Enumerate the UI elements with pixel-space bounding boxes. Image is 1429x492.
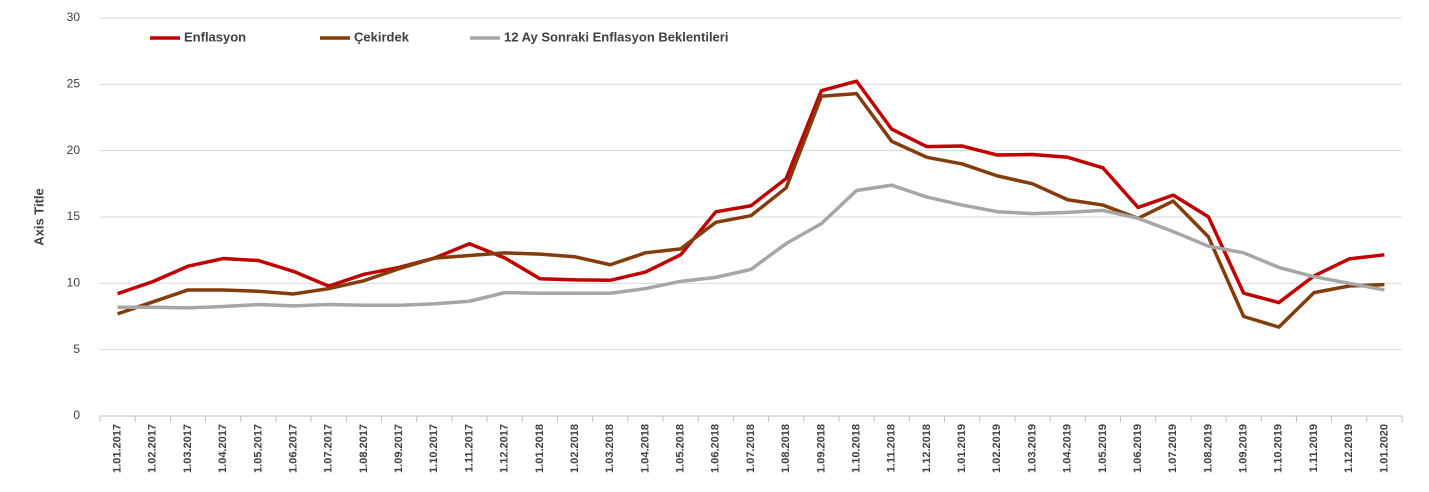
x-tick-label: 1.05.2019 (1097, 424, 1109, 473)
x-tick-label: 1.01.2019 (956, 424, 968, 473)
x-tick-label: 1.07.2019 (1167, 424, 1179, 473)
x-tick-label: 1.02.2019 (991, 424, 1003, 473)
x-tick-label: 1.08.2018 (780, 424, 792, 473)
y-tick-label: 0 (73, 408, 80, 422)
x-tick-label: 1.11.2017 (463, 424, 475, 472)
y-tick-label: 30 (67, 10, 81, 24)
x-tick-label: 1.10.2018 (850, 424, 862, 473)
x-tick-label: 1.05.2018 (675, 424, 687, 473)
x-tick-label: 1.01.2018 (534, 424, 546, 473)
x-tick-label: 1.03.2018 (604, 424, 616, 473)
y-tick-label: 20 (67, 143, 81, 157)
x-tick-label: 1.10.2017 (428, 424, 440, 473)
x-tick-label: 1.07.2018 (745, 424, 757, 473)
x-tick-label: 1.01.2017 (112, 424, 124, 473)
legend-label: 12 Ay Sonraki Enflasyon Beklentileri (504, 29, 728, 44)
x-tick-label: 1.04.2019 (1062, 424, 1074, 473)
series-line (117, 79, 1385, 305)
x-tick-label: 1.04.2017 (217, 424, 229, 473)
x-tick-label: 1.09.2018 (815, 424, 827, 473)
legend-label: Enflasyon (184, 29, 246, 44)
x-tick-label: 1.06.2019 (1132, 424, 1144, 473)
y-axis-title: Axis Title (31, 188, 46, 246)
x-tick-label: 1.11.2018 (886, 424, 898, 472)
x-tick-label: 1.12.2019 (1343, 424, 1355, 473)
x-tick-label: 1.06.2017 (287, 424, 299, 473)
x-tick-label: 1.04.2018 (639, 424, 651, 473)
x-tick-label: 1.08.2019 (1202, 424, 1214, 473)
x-tick-label: 1.01.2020 (1378, 424, 1390, 473)
x-tick-label: 1.11.2019 (1308, 424, 1320, 472)
x-tick-label: 1.12.2017 (499, 424, 511, 473)
x-tick-label: 1.03.2017 (182, 424, 194, 473)
x-tick-label: 1.12.2018 (921, 424, 933, 473)
series-line (117, 183, 1385, 310)
x-tick-label: 1.03.2019 (1026, 424, 1038, 473)
x-tick-label: 1.02.2018 (569, 424, 581, 473)
legend-label: Çekirdek (354, 29, 410, 44)
y-tick-label: 10 (67, 276, 81, 290)
y-tick-label: 25 (67, 77, 81, 91)
x-tick-label: 1.06.2018 (710, 424, 722, 473)
x-tick-label: 1.10.2019 (1273, 424, 1285, 473)
y-tick-label: 15 (67, 209, 81, 223)
series-line (117, 91, 1385, 329)
x-tick-label: 1.09.2019 (1238, 424, 1250, 473)
x-tick-label: 1.05.2017 (252, 424, 264, 473)
x-tick-label: 1.09.2017 (393, 424, 405, 473)
x-tick-label: 1.08.2017 (358, 424, 370, 473)
x-tick-label: 1.07.2017 (323, 424, 335, 473)
y-tick-label: 5 (73, 342, 80, 356)
x-tick-label: 1.02.2017 (147, 424, 159, 473)
